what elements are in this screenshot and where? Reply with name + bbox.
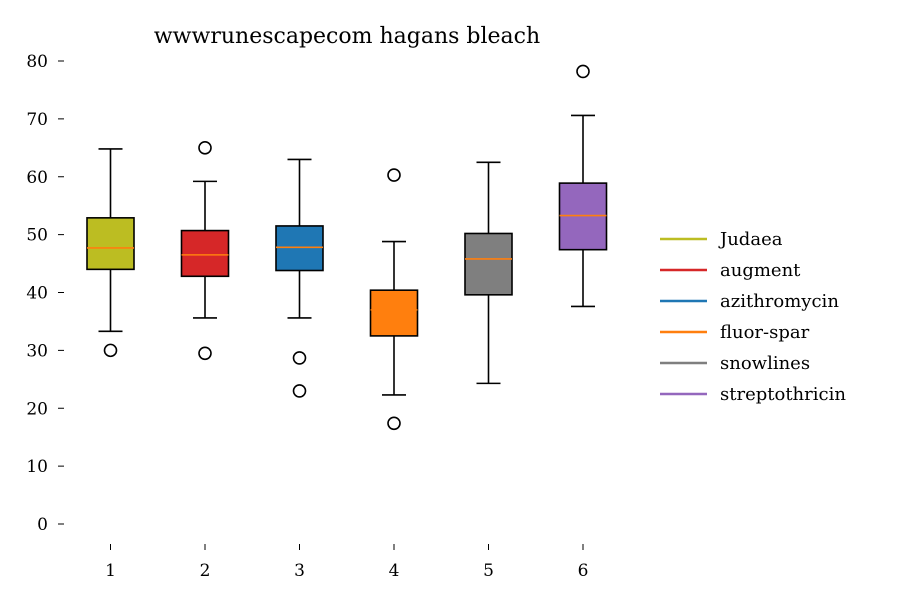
y-tick-label-30: 30: [26, 341, 48, 361]
y-tick-label-20: 20: [26, 399, 48, 419]
legend-label-fluor-spar: fluor-spar: [720, 322, 810, 343]
legend-label-streptothricin: streptothricin: [720, 384, 846, 405]
legend: Judaea augment azithromycin fluor-spar snowl…: [660, 229, 846, 405]
legend-label-azithromycin: azithromycin: [720, 291, 839, 312]
box-group-snowlines: [464, 161, 513, 385]
x-tick-label-3: 3: [294, 561, 305, 581]
chart-title: wwwrunescapecom hagans bleach: [154, 24, 540, 49]
x-tick-label-2: 2: [200, 561, 211, 581]
box-augment: [180, 229, 230, 278]
outlier-azithromycin-0: [292, 351, 307, 365]
outlier-Judaea-0: [103, 343, 118, 358]
box-streptothricin: [558, 182, 608, 251]
y-tick-label-0: 0: [37, 515, 48, 535]
x-tick-label-5: 5: [483, 561, 494, 581]
legend-label-augment: augment: [720, 260, 801, 281]
box-group-streptothricin: [558, 64, 608, 308]
legend-label-snowlines: snowlines: [720, 353, 810, 374]
y-tick-label-80: 80: [26, 52, 48, 72]
outlier-azithromycin-1: [292, 384, 307, 398]
outlier-augment-1: [198, 141, 212, 155]
x-tick-label-6: 6: [578, 561, 589, 581]
box-plots: [86, 64, 608, 431]
box-group-Judaea: [86, 148, 135, 358]
x-axis: 1 2 3 4 5 6: [105, 544, 588, 581]
box-fluor-spar: [369, 289, 419, 337]
legend-label-Judaea: Judaea: [718, 229, 783, 250]
outlier-augment-0: [198, 346, 212, 361]
box-group-azithromycin: [275, 158, 324, 398]
x-tick-label-1: 1: [105, 561, 116, 581]
box-group-augment: [180, 141, 230, 361]
box-snowlines: [464, 232, 513, 296]
y-tick-label-40: 40: [26, 284, 48, 304]
outlier-fluor-spar-0: [387, 416, 401, 431]
outlier-streptothricin-0: [576, 64, 590, 79]
outlier-fluor-spar-1: [387, 168, 401, 182]
box-Judaea: [86, 217, 135, 271]
box-group-fluor-spar: [369, 168, 419, 431]
y-tick-label-70: 70: [26, 110, 48, 130]
y-tick-label-50: 50: [26, 226, 48, 246]
x-tick-label-4: 4: [389, 561, 400, 581]
y-tick-label-10: 10: [26, 457, 48, 477]
y-axis: 0 10 20 30 40 50 60 70 80: [26, 52, 64, 535]
box-azithromycin: [275, 225, 324, 272]
y-tick-label-60: 60: [26, 168, 48, 188]
